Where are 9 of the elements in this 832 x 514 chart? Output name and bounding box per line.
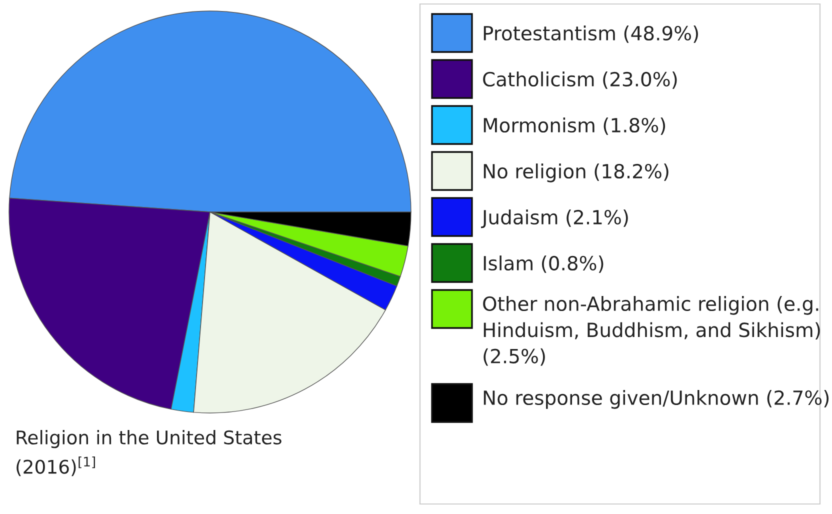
legend-label: Islam (0.8%) bbox=[484, 256, 604, 273]
legend-label: No response given/Unknown (2.7%) bbox=[484, 390, 829, 409]
legend-label: Protestantism (48.9%) bbox=[484, 26, 698, 43]
legend-label: No religion (18.2%) bbox=[484, 164, 668, 182]
legend-label: Other non-Abrahamic religion (e.g. Hinduism, Buddhism, and Sikhism) (2.5%) bbox=[483, 296, 820, 366]
text: Religion in the United States (2016)$^{[1]}$ bbox=[16, 430, 282, 476]
legend-label: Catholicism (23.0%) bbox=[483, 72, 677, 89]
legend-label: Judaism (2.1%) bbox=[480, 210, 628, 228]
legend-label: Mormonism (1.8%) bbox=[484, 118, 666, 135]
